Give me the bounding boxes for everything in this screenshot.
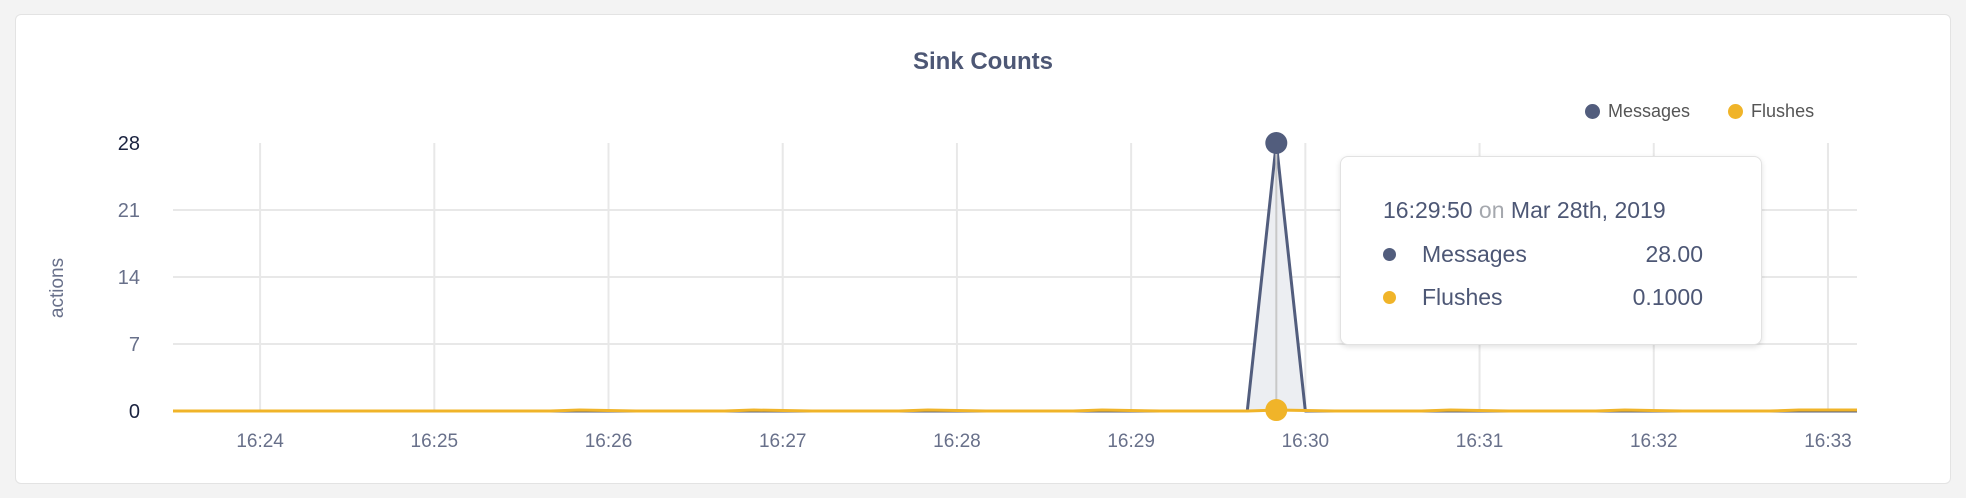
x-tick-label: 16:26 (585, 431, 633, 452)
x-tick-label: 16:31 (1456, 431, 1504, 452)
tooltip-value: 0.1000 (1632, 284, 1703, 310)
x-tick-label: 16:29 (1107, 431, 1155, 452)
legend-dot-icon (1585, 104, 1600, 119)
chart-title: Sink Counts (912, 48, 1053, 75)
y-axis-label: actions (47, 258, 68, 318)
legend-label: Messages (1608, 101, 1691, 121)
legend: Messages Flushes (1585, 101, 1814, 122)
x-tick-label: 16:30 (1282, 431, 1330, 452)
x-tick-label: 16:32 (1630, 431, 1678, 452)
series-dot-icon (1383, 248, 1396, 261)
x-tick-label: 16:33 (1804, 431, 1852, 452)
tooltip: 16:29:50 on Mar 28th, 2019 Messages 28.0… (1340, 156, 1762, 345)
tooltip-timestamp: 16:29:50 on Mar 28th, 2019 (1383, 197, 1666, 224)
x-tick-label: 16:25 (411, 431, 459, 452)
y-tick-label: 21 (118, 200, 140, 222)
x-tick-label: 16:24 (236, 431, 284, 452)
y-tick-label: 0 (129, 401, 140, 423)
hover-point-flushes (1265, 399, 1288, 422)
tooltip-date: Mar 28th, 2019 (1510, 197, 1666, 223)
tooltip-row-messages: Messages 28.00 (1383, 241, 1703, 268)
hover-point-messages (1265, 132, 1288, 154)
y-tick-label: 28 (118, 133, 140, 155)
series-dot-icon (1383, 291, 1396, 304)
legend-label: Flushes (1751, 101, 1815, 121)
legend-item-messages[interactable]: Messages (1585, 101, 1690, 122)
y-tick-label: 14 (118, 267, 140, 289)
tooltip-time: 16:29:50 (1383, 197, 1473, 223)
legend-dot-icon (1728, 104, 1744, 119)
x-tick-label: 16:28 (933, 431, 981, 452)
series-line-flushes (173, 408, 1857, 413)
tooltip-value: 28.00 (1645, 241, 1703, 267)
tooltip-row-flushes: Flushes 0.1000 (1383, 284, 1703, 311)
x-tick-label: 16:27 (759, 431, 807, 452)
legend-item-flushes[interactable]: Flushes (1728, 101, 1814, 122)
y-tick-label: 7 (129, 334, 140, 356)
tooltip-label: Messages (1422, 241, 1527, 267)
tooltip-on: on (1478, 197, 1505, 223)
tooltip-label: Flushes (1422, 284, 1503, 310)
